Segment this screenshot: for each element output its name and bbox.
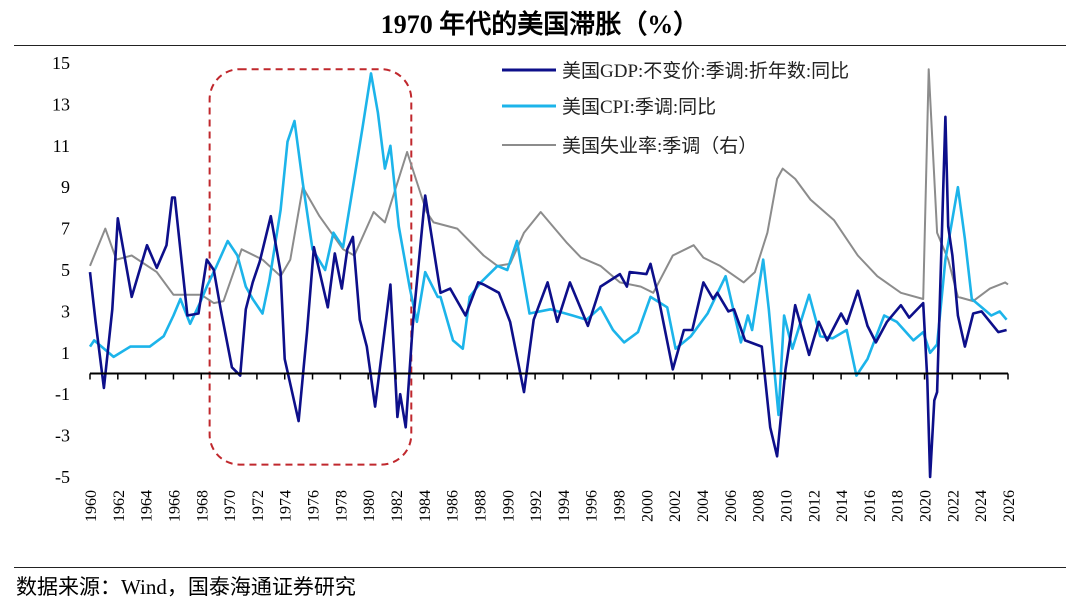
highlight-layer xyxy=(208,68,413,466)
footer-divider xyxy=(14,567,1066,568)
x-tick-label: 1982 xyxy=(389,490,406,522)
legend-label: 美国失业率:季调（右） xyxy=(562,135,757,157)
x-tick-label: 1998 xyxy=(612,490,629,522)
x-tick-label: 1994 xyxy=(556,490,573,522)
series-line-2 xyxy=(89,68,1009,305)
x-tick-label: 1972 xyxy=(250,490,267,522)
y-tick-label: 5 xyxy=(61,260,70,280)
x-tick-label: 2010 xyxy=(778,490,795,522)
x-tick-label: 1988 xyxy=(472,490,489,522)
x-tick-label: 1992 xyxy=(528,490,545,522)
x-axis: 1960 1962 1964 1966 1968 1970 1972 1974 1976 1978… xyxy=(83,372,1018,522)
x-tick-label: 2022 xyxy=(945,490,962,522)
y-tick-label: 7 xyxy=(61,219,70,239)
x-tick-label: 1986 xyxy=(445,490,462,522)
x-tick-label: 2024 xyxy=(973,490,990,522)
chart-title: 1970 年代的美国滞胀（%） xyxy=(380,10,700,39)
x-tick-label: 1996 xyxy=(584,490,601,522)
legend-label: 美国CPI:季调:同比 xyxy=(562,96,716,118)
x-tick-label: 1978 xyxy=(333,490,350,522)
y-tick-label: -5 xyxy=(55,467,70,487)
legend: 美国GDP:不变价:季调:折年数:同比美国CPI:季调:同比美国失业率:季调（右… xyxy=(502,60,849,157)
legend-item-2: 美国失业率:季调（右） xyxy=(502,135,757,157)
x-tick-label: 1968 xyxy=(194,490,211,522)
x-tick-label: 2014 xyxy=(834,490,851,522)
x-tick-label: 1964 xyxy=(139,490,156,522)
series-line-1 xyxy=(88,72,1008,417)
x-tick-label: 2012 xyxy=(806,490,823,522)
y-tick-label: 15 xyxy=(52,53,70,73)
x-tick-label: 2020 xyxy=(918,490,935,522)
x-tick-label: 1960 xyxy=(83,490,100,522)
series-layer xyxy=(88,68,1009,479)
title-divider xyxy=(14,45,1066,46)
x-tick-label: 1966 xyxy=(166,490,183,522)
x-tick-label: 2008 xyxy=(751,490,768,522)
y-tick-label: -3 xyxy=(55,426,70,446)
x-tick-label: 1974 xyxy=(278,490,295,522)
x-tick-label: 1962 xyxy=(111,490,128,522)
x-tick-label: 1970 xyxy=(222,490,239,522)
y-tick-label: 9 xyxy=(61,177,70,197)
x-tick-label: 2004 xyxy=(695,490,712,522)
x-tick-label: 1990 xyxy=(500,490,517,522)
x-tick-label: 2018 xyxy=(890,490,907,522)
x-tick-label: 2006 xyxy=(723,490,740,522)
x-tick-label: 1984 xyxy=(417,490,434,522)
x-tick-label: 2002 xyxy=(667,490,684,522)
highlight-box xyxy=(208,68,413,466)
x-tick-label: 1976 xyxy=(306,490,323,522)
x-tick-label: 2016 xyxy=(862,490,879,522)
y-tick-label: -1 xyxy=(55,384,70,404)
y-axis: 15 13 11 9 7 5 3 1 -1 -3 -5 xyxy=(52,53,70,487)
x-tick-label: 1980 xyxy=(361,490,378,522)
y-tick-label: 13 xyxy=(52,94,70,114)
legend-label: 美国GDP:不变价:季调:折年数:同比 xyxy=(562,60,849,82)
legend-item-1: 美国CPI:季调:同比 xyxy=(502,96,716,118)
source-note: 数据来源：Wind，国泰海通证券研究 xyxy=(16,575,356,599)
legend-item-0: 美国GDP:不变价:季调:折年数:同比 xyxy=(502,60,849,82)
y-tick-label: 3 xyxy=(61,301,70,321)
y-tick-label: 11 xyxy=(53,136,70,156)
x-tick-label: 2000 xyxy=(639,490,656,522)
series-line-0 xyxy=(88,115,1007,479)
y-tick-label: 1 xyxy=(61,343,70,363)
x-tick-label: 2026 xyxy=(1001,490,1018,522)
